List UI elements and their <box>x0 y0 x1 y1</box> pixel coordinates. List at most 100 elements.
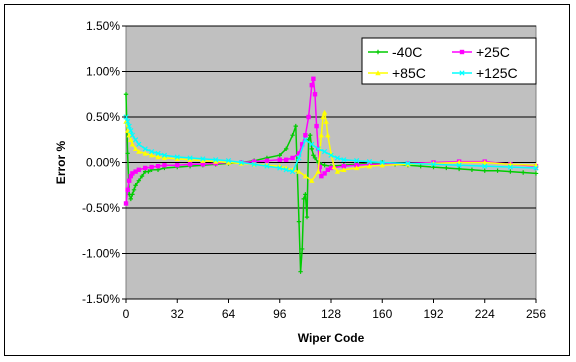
x-tick-label: 0 <box>123 307 130 321</box>
data-point <box>482 159 488 165</box>
data-point <box>129 132 136 138</box>
data-point <box>123 92 129 97</box>
data-point <box>296 151 302 156</box>
legend-swatch-marker <box>375 49 381 55</box>
data-point <box>482 168 487 173</box>
data-point <box>238 159 244 166</box>
legend-label: +125C <box>476 65 518 81</box>
y-tick-label: -0.50% <box>82 201 120 215</box>
data-point <box>317 164 322 170</box>
x-tick-label: 224 <box>475 307 495 321</box>
data-point <box>264 163 270 169</box>
y-tick-label: 1.00% <box>86 65 120 79</box>
data-point <box>290 133 295 138</box>
x-tick-label: 192 <box>423 307 443 321</box>
data-point <box>325 167 330 172</box>
data-point <box>328 165 334 171</box>
data-point <box>353 165 360 171</box>
data-point <box>379 159 385 166</box>
data-point <box>325 132 331 138</box>
data-point <box>314 123 319 129</box>
data-point <box>149 148 155 155</box>
data-point <box>296 168 302 174</box>
data-point <box>125 187 130 192</box>
legend-item: +25C <box>452 44 510 60</box>
data-point <box>126 132 132 138</box>
data-point <box>174 156 180 162</box>
data-point <box>311 153 316 158</box>
data-point <box>298 269 303 274</box>
data-point <box>139 173 145 179</box>
data-point <box>130 192 135 197</box>
data-point <box>323 118 329 124</box>
y-tick-label: -1.50% <box>82 292 120 306</box>
data-point <box>124 118 131 125</box>
data-point <box>155 150 161 157</box>
data-point <box>131 187 137 192</box>
data-point <box>128 137 134 142</box>
legend-label: -40C <box>392 44 422 60</box>
series-3 <box>123 114 539 175</box>
data-point <box>155 163 161 169</box>
data-point <box>289 168 296 175</box>
x-axis-title: Wiper Code <box>298 331 365 345</box>
data-point <box>341 163 347 169</box>
data-point <box>304 214 310 220</box>
data-point <box>309 141 315 147</box>
data-point <box>533 165 539 171</box>
data-point <box>456 162 462 168</box>
legend-item: -40C <box>368 44 422 60</box>
data-point <box>290 155 295 161</box>
x-tick-label: 160 <box>372 307 392 321</box>
y-axis-title: Error % <box>54 141 68 185</box>
legend-box <box>361 37 537 85</box>
data-point <box>277 165 283 171</box>
data-point <box>148 152 155 158</box>
data-point <box>319 173 324 179</box>
data-point <box>212 158 219 164</box>
data-point <box>296 219 302 224</box>
data-point <box>302 173 309 179</box>
data-point <box>136 148 142 154</box>
chart-frame: 1.50% 1.00% 0.50% 0.00% -0.50% -1.00% -1.50% 0 3… <box>4 4 570 356</box>
data-point <box>354 163 359 168</box>
data-point <box>187 155 193 161</box>
data-point <box>200 156 206 162</box>
data-point <box>126 123 132 129</box>
data-point <box>130 171 135 176</box>
data-point <box>306 114 311 120</box>
data-point <box>128 128 134 134</box>
line-chart: 1.50% 1.00% 0.50% 0.00% -0.50% -1.00% -1.50%0 3… <box>54 19 546 345</box>
data-point <box>146 169 151 174</box>
data-point <box>132 146 139 152</box>
data-point <box>187 162 193 167</box>
data-point <box>128 173 134 179</box>
data-point <box>309 178 315 183</box>
data-point <box>136 167 142 172</box>
data-point <box>533 171 539 176</box>
legend-swatch-marker <box>375 70 381 76</box>
data-point <box>133 169 138 174</box>
data-point <box>187 157 193 162</box>
data-point <box>303 133 308 138</box>
data-point <box>129 141 136 147</box>
data-point <box>334 168 341 174</box>
data-point <box>251 159 257 164</box>
data-point <box>277 153 282 158</box>
data-point <box>128 196 134 202</box>
series-line <box>125 78 537 204</box>
data-point <box>303 192 308 197</box>
data-point <box>162 163 167 168</box>
data-point <box>309 82 314 88</box>
data-point <box>136 141 142 147</box>
x-tick-label: 256 <box>526 307 546 321</box>
data-point <box>405 160 411 167</box>
y-tick-label: 1.50% <box>86 19 120 33</box>
series-0 <box>123 92 539 274</box>
data-point <box>200 162 206 167</box>
data-point <box>174 154 180 160</box>
data-point <box>430 161 437 167</box>
legend-item: +125C <box>452 65 518 81</box>
data-point <box>225 159 232 165</box>
data-point <box>296 155 302 161</box>
